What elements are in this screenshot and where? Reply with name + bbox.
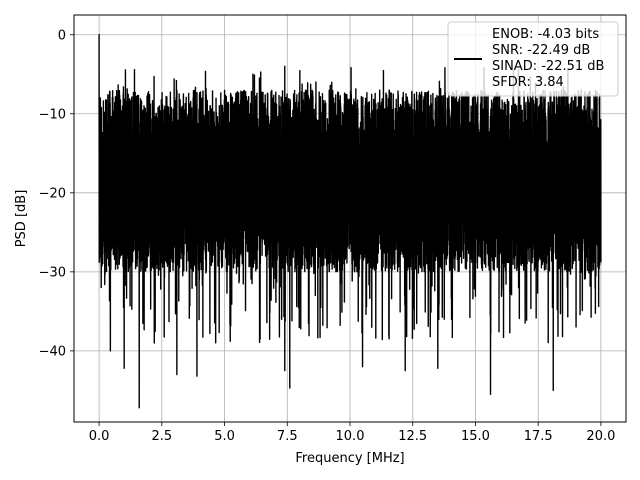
x-axis-label: Frequency [MHz] — [295, 451, 404, 466]
x-tick-label: 12.5 — [398, 429, 427, 444]
x-tick-label: 7.5 — [277, 429, 298, 444]
legend-enob: ENOB: -4.03 bits — [492, 27, 599, 42]
y-tick-label: −10 — [39, 107, 66, 122]
y-axis-ticks: 0 −10 −20 −30 −40 — [39, 28, 74, 359]
y-tick-label: 0 — [58, 28, 66, 43]
x-tick-label: 20.0 — [586, 429, 615, 444]
psd-series-line — [98, 34, 602, 409]
y-tick-label: −20 — [39, 186, 66, 201]
y-tick-label: −40 — [39, 344, 66, 359]
y-axis-label: PSD [dB] — [14, 190, 29, 248]
x-tick-label: 2.5 — [151, 429, 172, 444]
psd-series-layer — [98, 34, 602, 409]
legend-sfdr: SFDR: 3.84 — [492, 75, 564, 90]
x-tick-label: 10.0 — [336, 429, 365, 444]
legend-box — [447, 21, 619, 97]
x-tick-label: 17.5 — [524, 429, 553, 444]
legend: ENOB: -4.03 bits SNR: -22.49 dB SINAD: -… — [447, 21, 619, 97]
x-axis-ticks: 0.0 2.5 5.0 7.5 10.0 12.5 15.0 17.5 20.0 — [89, 422, 615, 444]
legend-sinad: SINAD: -22.51 dB — [492, 59, 604, 74]
x-tick-label: 0.0 — [89, 429, 110, 444]
x-tick-label: 5.0 — [214, 429, 235, 444]
x-tick-label: 15.0 — [461, 429, 490, 444]
legend-snr: SNR: -22.49 dB — [492, 43, 590, 58]
y-tick-label: −30 — [39, 265, 66, 280]
